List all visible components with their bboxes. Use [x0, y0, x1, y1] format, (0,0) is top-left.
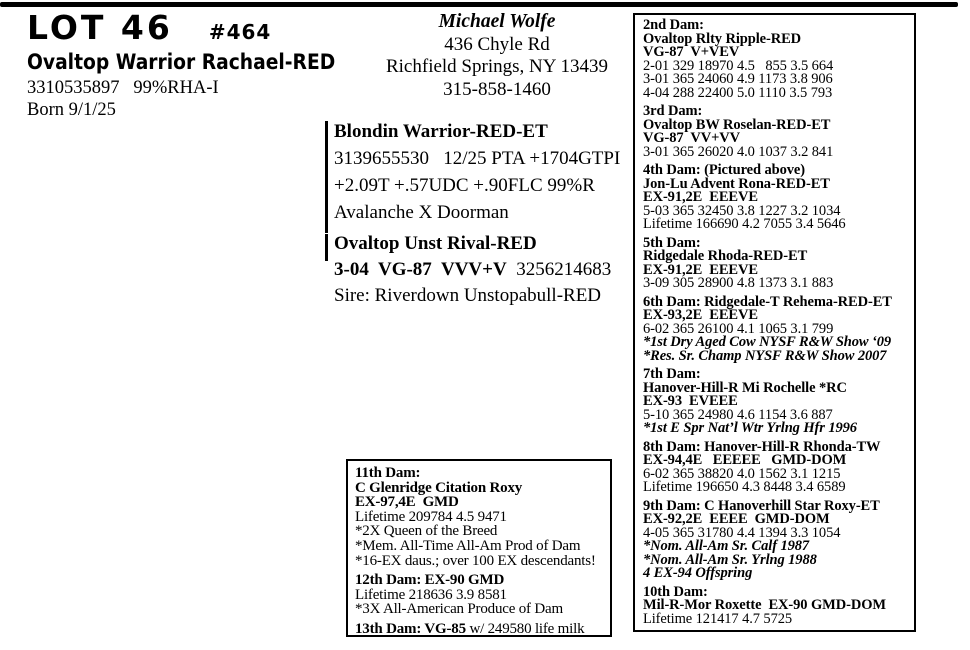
pedigree-line: *1st E Spr Nat’l Wtr Yrlng Hfr 1996	[643, 420, 857, 436]
pedigree-line: EX-91,2E EEEVE	[643, 261, 758, 278]
lot-title-row: LOT 46 #464	[27, 8, 373, 47]
animal-name: Ovaltop Warrior Rachael-RED	[27, 50, 336, 74]
dam-generation-block: 5th Dam: Ridgedale Rhoda-RED-ET EX-91,2E E…	[643, 234, 910, 291]
pedigree-line: 3-01 365 24060 4.9 1173 3.8 906	[643, 71, 833, 87]
pedigree-line: 7th Dam:	[643, 366, 701, 382]
extended-pedigree-box: 2nd Dam: Ovaltop Rlty Ripple-RED VG-87 V+V…	[633, 13, 916, 632]
pedigree-line: *Nom. All-Am Sr. Calf 1987	[643, 538, 810, 554]
dam-generation-block: 9th Dam: C Hanoverhill Star Roxy-ET EX-92…	[643, 497, 910, 581]
dam-registration: 3256214683	[506, 259, 612, 280]
pedigree-line: 10th Dam:	[643, 583, 708, 600]
pedigree-line: Jon-Lu Advent Rona-RED-ET	[643, 175, 830, 192]
dam-sire-line: Sire: Riverdown Unstopabull-RED	[334, 285, 602, 306]
sire-block: Blondin Warrior-RED-ET 3139655530 12/25 …	[334, 118, 620, 226]
pedigree-line: 9th Dam: C Hanoverhill Star Roxy-ET	[643, 497, 880, 514]
pedigree-line: Lifetime 196650 4.3 8448 3.4 6589	[643, 479, 846, 495]
pedigree-line: Mil-R-Mor Roxette EX-90 GMD-DOM	[643, 597, 886, 613]
pedigree-line: 3-09 305 28900 4.8 1373 3.1 883	[643, 275, 834, 291]
dam-generation-block: 13th Dam: VG-85 w/ 249580 life milk	[355, 620, 608, 637]
dam-block: Ovaltop Unst Rival-RED 3-04 VG-87 VVV+V …	[334, 231, 611, 309]
pedigree-line: Ovaltop Rlty Ripple-RED	[643, 30, 802, 47]
dam-generation-block: 12th Dam: EX-90 GMD Lifetime 218636 3.9 8…	[355, 573, 608, 617]
pedigree-line: 4-04 288 22400 5.0 1110 3.5 793	[643, 84, 833, 101]
lot-header: LOT 46 #464 Ovaltop Warrior Rachael-RED …	[27, 8, 373, 121]
sire-traits-line: +2.09T +.57UDC +.90FLC 99%R	[334, 175, 595, 196]
pedigree-line: EX-97,4E GMD	[355, 494, 459, 511]
pedigree-line: VG-87 VV+VV	[643, 130, 741, 146]
dam-generation-block: 6th Dam: Ridgedale-T Rehema-RED-ET EX-93,…	[643, 293, 910, 364]
dam-generation-block: 2nd Dam: Ovaltop Rlty Ripple-RED VG-87 V+V…	[643, 17, 910, 101]
pedigree-line: 11th Dam:	[355, 465, 421, 481]
pedigree-line: *1st Dry Aged Cow NYSF R&W Show ‘09	[643, 334, 892, 350]
maternal-line-box: 11th Dam: C Glenridge Citation Roxy EX-97,…	[346, 459, 612, 637]
pedigree-line: 2-01 329 18970 4.5 855 3.5 664	[643, 57, 834, 74]
lot-number: LOT 46	[27, 8, 173, 47]
top-rule-divider	[0, 2, 958, 7]
dam-score-line: 3-04 VG-87 VVV+V 3256214683	[334, 257, 611, 283]
dam-generation-block: 8th Dam: Hanover-Hill-R Rhonda-TW EX-94,4…	[643, 438, 910, 495]
pedigree-line: *3X All-American Produce of Dam	[355, 601, 563, 618]
pedigree-line: 6-02 365 38820 4.0 1562 3.1 1215	[643, 465, 841, 482]
pedigree-line: 5th Dam:	[643, 234, 701, 251]
pedigree-line: Ovaltop BW Roselan-RED-ET	[643, 116, 831, 133]
pedigree-line: 4 EX-94 Offspring	[643, 565, 753, 581]
pedigree-line: Ridgedale Rhoda-RED-ET	[643, 248, 808, 264]
sire-bracket-rule	[325, 121, 328, 233]
pedigree-line: 2nd Dam:	[643, 17, 704, 33]
consignor-address-line2: Richfield Springs, NY 13439	[385, 56, 608, 77]
pedigree-line: Lifetime 166690 4.2 7055 3.4 5646	[643, 216, 846, 232]
pedigree-line: *Mem. All-Time All-Am Prod of Dam	[355, 537, 581, 554]
dam-generation-block: 11th Dam: C Glenridge Citation Roxy EX-97,…	[355, 465, 608, 569]
consignor-phone: 315-858-1460	[443, 78, 551, 100]
dam-generation-block: 3rd Dam: Ovaltop BW Roselan-RED-ET VG-87 V…	[643, 103, 910, 160]
pedigree-line: EX-92,2E EEEE GMD-DOM	[643, 511, 830, 527]
consignor-name: Michael Wolfe	[438, 11, 556, 32]
pedigree-line: *Nom. All-Am Sr. Yrlng 1988	[643, 551, 817, 568]
pedigree-line: *16-EX daus.; over 100 EX descendants!	[355, 552, 596, 569]
sire-pta-line: 3139655530 12/25 PTA +1704GTPI	[334, 148, 621, 169]
pedigree-line: VG-87 V+VEV	[643, 44, 740, 60]
dam-name: Ovaltop Unst Rival-RED	[334, 233, 537, 254]
pedigree-line: 6-02 365 26100 4.1 1065 3.1 799	[643, 320, 834, 337]
consignor-block: Michael Wolfe 436 Chyle Rd Richfield Spr…	[330, 11, 664, 101]
dam-bracket-rule	[325, 234, 328, 261]
pedigree-line: 3-01 365 26020 4.0 1037 3.2 841	[643, 143, 834, 160]
pedigree-line: EX-91,2E EEEVE	[643, 189, 758, 205]
pedigree-line: *2X Queen of the Breed	[355, 523, 498, 540]
consignor-address-line1: 436 Chyle Rd	[444, 33, 550, 55]
catalog-number: #464	[208, 20, 272, 44]
pedigree-line: EX-94,4E EEEEE GMD-DOM	[643, 452, 847, 468]
dam-score: 3-04 VG-87 VVV+V	[334, 259, 507, 280]
sire-cross-line: Avalanche X Doorman	[334, 202, 509, 223]
pedigree-line: *Res. Sr. Champ NYSF R&W Show 2007	[643, 347, 887, 364]
registration-line: 3310535897 99%RHA-I	[27, 78, 219, 98]
sire-name: Blondin Warrior-RED-ET	[334, 121, 548, 142]
pedigree-line: 5-03 365 32450 3.8 1227 3.2 1034	[643, 202, 841, 219]
dam-generation-block: 7th Dam: Hanover-Hill-R Mi Rochelle *RC EX…	[643, 366, 910, 436]
pedigree-line: EX-93,2E EEEVE	[643, 307, 758, 323]
pedigree-line: 6th Dam: Ridgedale-T Rehema-RED-ET	[643, 293, 892, 310]
dam-generation-block: 4th Dam: (Pictured above) Jon-Lu Advent R…	[643, 162, 910, 232]
pedigree-line: 4-05 365 31780 4.4 1394 3.3 1054	[643, 524, 841, 541]
pedigree-line: 5-10 365 24980 4.6 1154 3.6 887	[643, 406, 833, 423]
dam-generation-block: 10th Dam: Mil-R-Mor Roxette EX-90 GMD-DOM…	[643, 583, 910, 627]
pedigree-line: 4th Dam: (Pictured above)	[643, 162, 805, 178]
birth-date: Born 9/1/25	[27, 100, 116, 120]
pedigree-line: Lifetime 209784 4.5 9471	[355, 508, 507, 525]
pedigree-line: 12th Dam: EX-90 GMD	[355, 572, 505, 589]
pedigree-line: 3rd Dam:	[643, 103, 703, 119]
pedigree-line: 8th Dam: Hanover-Hill-R Rhonda-TW	[643, 438, 881, 455]
pedigree-line: C Glenridge Citation Roxy	[355, 479, 523, 496]
pedigree-line: Hanover-Hill-R Mi Rochelle *RC	[643, 379, 847, 396]
pedigree-line: 13th Dam: VG-85 w/ 249580 life milk	[355, 620, 585, 637]
pedigree-line: EX-93 EVEEE	[643, 393, 738, 409]
pedigree-line: Lifetime 218636 3.9 8581	[355, 586, 507, 603]
pedigree-line: Lifetime 121417 4.7 5725	[643, 610, 793, 627]
